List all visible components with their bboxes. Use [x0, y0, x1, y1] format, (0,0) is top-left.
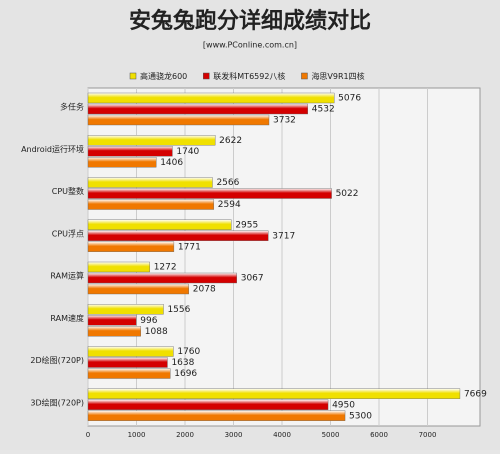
y-tick-label: RAM运算	[50, 271, 84, 281]
y-tick-label: 3D绘图(720P)	[30, 397, 84, 407]
bar	[87, 399, 329, 410]
bar	[87, 114, 270, 126]
bar	[87, 135, 216, 146]
x-tick-label: 6000	[370, 431, 388, 439]
x-tick-label: 1000	[128, 431, 146, 439]
value-label: 1696	[174, 369, 197, 379]
x-tick-label: 5000	[322, 431, 340, 439]
value-label: 1406	[160, 158, 183, 168]
bar	[87, 261, 150, 273]
bar	[87, 230, 269, 241]
y-tick-label: CPU整数	[52, 186, 84, 196]
bar	[87, 157, 157, 168]
bar	[87, 272, 237, 284]
bar	[87, 326, 141, 337]
value-label: 5076	[338, 94, 361, 104]
bar	[87, 410, 346, 421]
value-label: 1272	[154, 263, 177, 273]
value-label: 3732	[273, 116, 296, 126]
y-tick-label: 多任务	[60, 102, 84, 112]
value-label: 1638	[171, 358, 194, 368]
bar	[87, 103, 309, 115]
bar	[87, 357, 168, 368]
value-label: 5300	[349, 411, 372, 421]
value-label: 2622	[219, 136, 242, 146]
y-tick-label: CPU浮点	[52, 228, 84, 238]
value-label: 3717	[272, 231, 295, 241]
value-label: 5022	[336, 189, 359, 199]
y-tick-label: 2D绘图(720P)	[30, 355, 84, 365]
legend-swatch	[129, 72, 137, 80]
chart-subtitle: [www.PConline.com.cn]	[203, 41, 297, 50]
value-label: 2594	[218, 200, 241, 210]
value-label: 1088	[145, 327, 168, 337]
bar	[87, 283, 189, 295]
x-tick-label: 4000	[273, 431, 291, 439]
value-label: 4532	[312, 105, 335, 115]
value-label: 2955	[235, 220, 258, 230]
x-tick-label: 2000	[176, 431, 194, 439]
legend-label: 海思V9R1四核	[311, 71, 364, 81]
bar	[87, 368, 171, 379]
bar	[87, 241, 175, 252]
bar	[87, 219, 232, 230]
value-label: 2566	[216, 178, 239, 188]
bar	[87, 304, 164, 315]
x-tick-label: 3000	[225, 431, 243, 439]
value-label: 7669	[464, 389, 487, 399]
value-label: 4950	[332, 400, 355, 410]
legend-swatch	[301, 72, 308, 80]
y-tick-label: Android运行环境	[21, 144, 84, 154]
legend-swatch	[203, 72, 210, 80]
bar	[87, 315, 137, 326]
legend-label: 高通骁龙600	[140, 71, 187, 81]
bar	[87, 188, 332, 199]
x-tick-label: 0	[86, 431, 90, 439]
value-label: 2078	[193, 285, 216, 295]
value-label: 3067	[241, 274, 264, 284]
bar	[87, 199, 215, 210]
bar	[87, 177, 213, 188]
y-tick-label: RAM速度	[50, 313, 84, 323]
bar	[87, 346, 174, 357]
value-label: 1771	[178, 242, 201, 252]
legend-label: 联发科MT6592八核	[213, 71, 285, 81]
value-label: 1740	[176, 147, 199, 157]
value-label: 1556	[167, 305, 190, 315]
x-tick-label: 7000	[419, 431, 437, 439]
bar	[87, 388, 461, 399]
value-label: 996	[140, 316, 157, 326]
bar	[87, 92, 335, 104]
bar	[87, 146, 173, 157]
value-label: 1760	[177, 347, 200, 357]
chart-title: 安兔兔跑分详细成绩对比	[129, 8, 371, 34]
